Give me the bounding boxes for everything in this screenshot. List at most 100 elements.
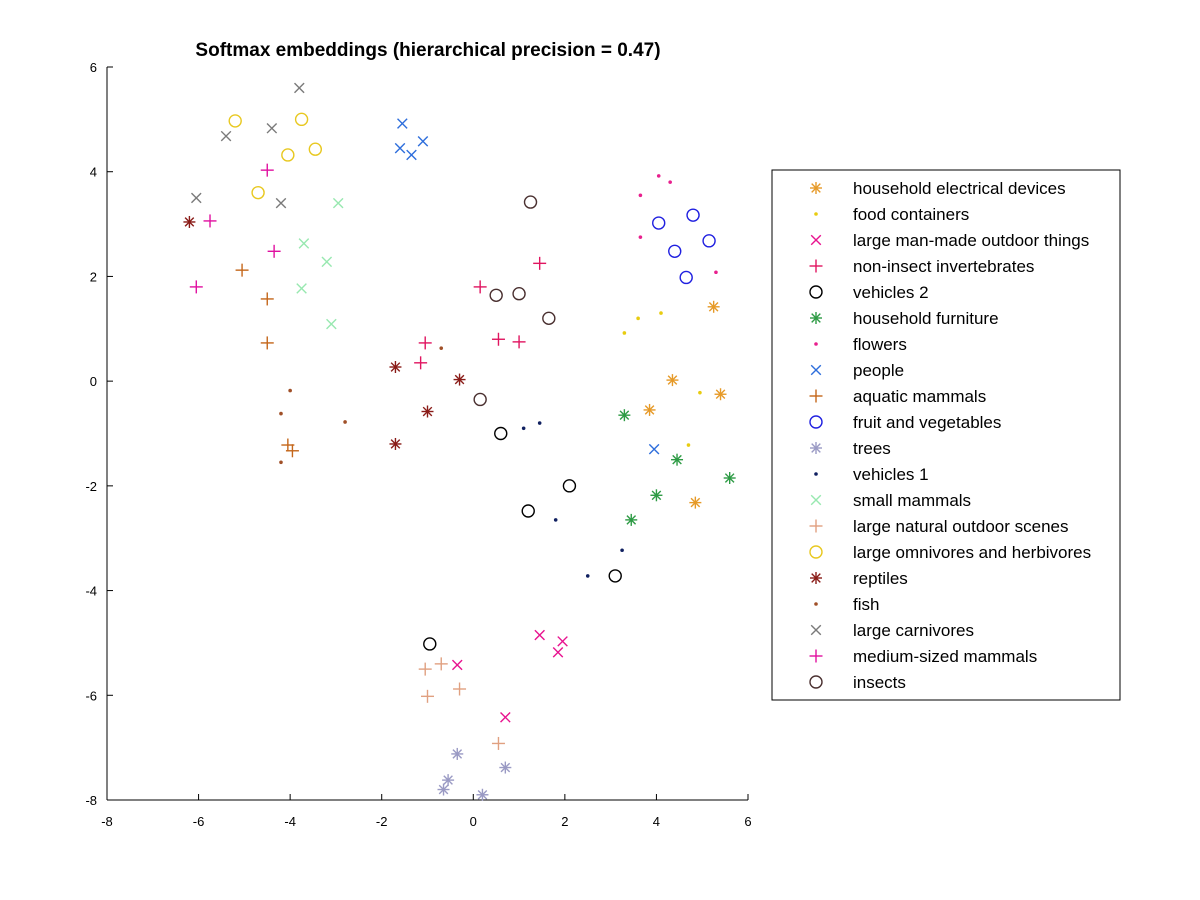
legend-label: trees (853, 439, 891, 458)
series-group (437, 747, 512, 801)
data-point (521, 426, 526, 431)
data-point (434, 657, 448, 671)
data-point (189, 280, 203, 294)
legend-label: large omnivores and herbivores (853, 543, 1091, 562)
legend-item: large omnivores and herbivores (809, 543, 1091, 562)
series-group (451, 629, 568, 723)
legend-marker (809, 259, 823, 273)
legend-marker (810, 442, 822, 454)
data-point (279, 411, 283, 416)
data-point (294, 112, 309, 127)
data-point (451, 659, 463, 671)
series-group (183, 215, 466, 450)
data-point (707, 300, 720, 313)
y-tick-label: 4 (90, 165, 97, 180)
data-point (389, 361, 402, 374)
data-point (442, 774, 455, 787)
legend-label: reptiles (853, 569, 908, 588)
data-point (499, 761, 512, 774)
data-point (453, 682, 467, 696)
legend-item: people (810, 361, 904, 380)
series-group (652, 208, 716, 285)
x-tick-label: 6 (744, 814, 751, 829)
data-point (326, 318, 337, 330)
legend-item: food containers (814, 205, 969, 224)
data-point (260, 292, 274, 306)
x-tick-label: -6 (193, 814, 205, 829)
data-point (553, 518, 558, 522)
data-point (285, 444, 299, 458)
data-point (542, 311, 556, 326)
data-point (698, 390, 702, 395)
legend-label: vehicles 2 (853, 283, 929, 302)
legend-item: fish (814, 595, 879, 614)
data-point (702, 234, 716, 248)
y-tick-label: -8 (85, 793, 97, 808)
data-point (557, 636, 568, 647)
series-group (622, 311, 702, 447)
series-group (423, 426, 622, 651)
legend-marker (810, 624, 822, 636)
legend-marker (810, 494, 822, 506)
data-point (321, 256, 333, 268)
legend-item: aquatic mammals (809, 387, 986, 406)
data-point (332, 197, 344, 209)
data-point (473, 280, 487, 294)
legend-marker (814, 602, 818, 606)
legend-item: reptiles (810, 569, 908, 588)
data-point (512, 287, 526, 301)
data-point (686, 443, 691, 447)
data-point (414, 356, 428, 370)
data-point (190, 192, 202, 204)
legend-label: vehicles 1 (853, 465, 929, 484)
legend-item: trees (810, 439, 891, 458)
x-tick-label: 4 (653, 814, 660, 829)
y-tick-label: -4 (85, 584, 97, 599)
legend-label: non-insect invertebrates (853, 257, 1034, 276)
data-point (638, 193, 643, 198)
data-point (636, 316, 640, 321)
legend: household electrical devices food contain… (771, 169, 1121, 701)
data-point (552, 647, 564, 658)
data-point (251, 185, 265, 200)
series-group (618, 409, 736, 526)
data-point (418, 662, 432, 676)
data-point (203, 214, 217, 228)
data-point (421, 405, 434, 418)
legend-label: large natural outdoor scenes (853, 517, 1068, 536)
data-point (406, 149, 417, 161)
y-tick-label: 2 (90, 269, 97, 284)
data-point (643, 403, 656, 416)
y-tick-label: -6 (85, 688, 97, 703)
data-point (638, 235, 643, 239)
data-point (679, 270, 693, 285)
legend-label: insects (853, 673, 906, 692)
data-point (537, 421, 542, 425)
legend-item: household electrical devices (810, 179, 1066, 198)
x-tick-label: -2 (376, 814, 388, 829)
data-point (476, 788, 489, 801)
data-point (417, 136, 429, 147)
data-point (296, 283, 307, 294)
data-point (228, 114, 242, 128)
data-point (451, 747, 464, 760)
data-point (298, 238, 310, 249)
data-point (620, 548, 624, 553)
legend-label: flowers (853, 335, 907, 354)
data-point (656, 174, 661, 178)
series-group (189, 163, 281, 294)
data-point (648, 443, 660, 455)
data-point (521, 504, 535, 518)
legend-label: household furniture (853, 309, 999, 328)
y-tick-label: -2 (85, 479, 97, 494)
data-point (666, 374, 679, 387)
data-point (534, 629, 545, 641)
legend-box (771, 169, 1121, 701)
data-point (714, 270, 718, 275)
legend-marker (809, 415, 823, 429)
data-point (714, 388, 727, 401)
legend-item: fruit and vegetables (809, 413, 1001, 432)
legend-item: vehicles 1 (814, 465, 929, 484)
y-tick-label: 6 (90, 60, 97, 75)
